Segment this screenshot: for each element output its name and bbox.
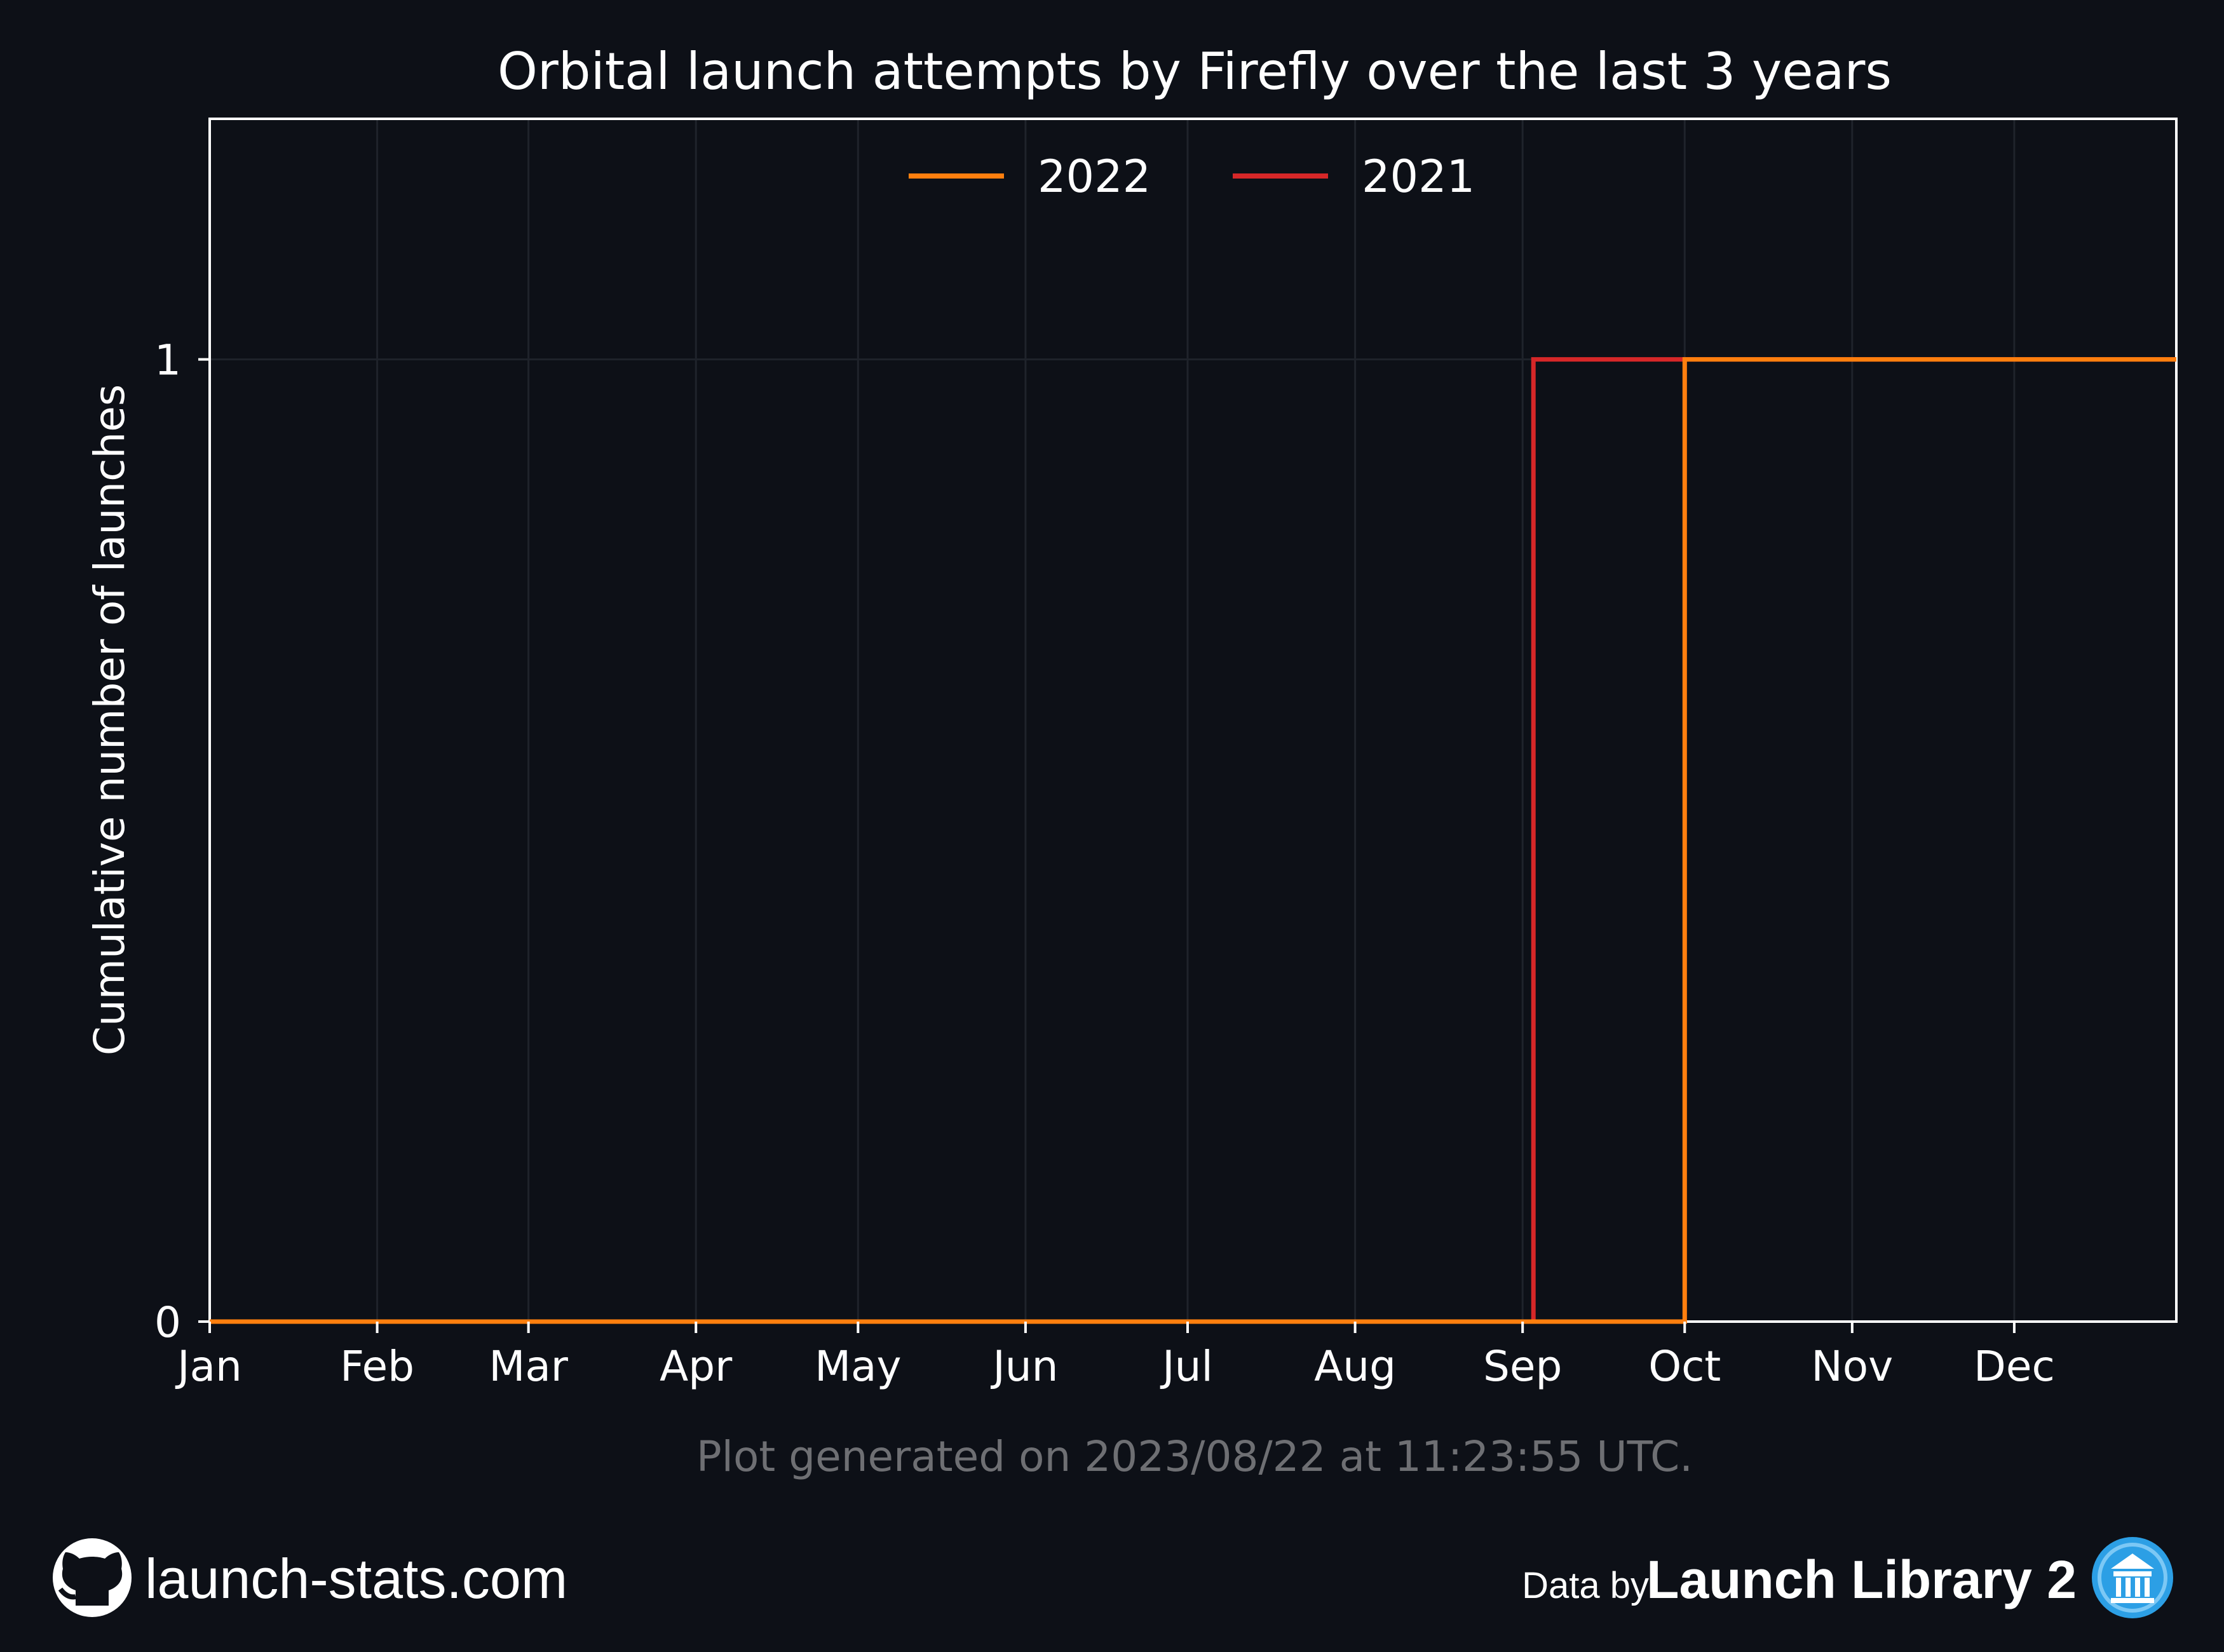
y-axis-label: Cumulative number of launches xyxy=(85,384,134,1055)
legend-label-2021: 2021 xyxy=(1362,151,1475,203)
x-axis: Jan Feb Mar Apr May Jun Jul Aug Sep Oct Nov Dec xyxy=(175,1322,2055,1391)
chart-title: Orbital launch attempts by Firefly over … xyxy=(498,42,1892,101)
grid-lines xyxy=(208,119,2176,1323)
github-icon[interactable] xyxy=(53,1538,132,1617)
y-axis: 01 xyxy=(154,336,210,1347)
x-tick-label: Oct xyxy=(1648,1342,1721,1391)
footer-data-by: Data by xyxy=(1522,1565,1649,1606)
footer-site-link[interactable]: launch-stats.com xyxy=(145,1547,567,1610)
y-tick-label: 0 xyxy=(154,1298,181,1347)
x-tick-label: Jun xyxy=(990,1342,1058,1391)
series-line-2021 xyxy=(210,357,2176,1324)
x-tick-label: Apr xyxy=(660,1342,733,1391)
x-tick-label: Sep xyxy=(1483,1342,1562,1391)
series-layer xyxy=(210,357,2176,1324)
footer-launch-library[interactable]: Launch Library 2 xyxy=(1646,1550,2077,1609)
y-tick-label: 1 xyxy=(154,336,181,385)
legend: 2022 2021 xyxy=(909,151,1475,203)
x-tick-label: Mar xyxy=(489,1342,568,1391)
series-line-2022 xyxy=(210,357,2176,1324)
plot-frame xyxy=(208,118,2178,1323)
x-tick-label: Aug xyxy=(1314,1342,1396,1391)
legend-label-2022: 2022 xyxy=(1038,151,1151,203)
x-tick-label: Feb xyxy=(340,1342,414,1391)
x-tick-label: Dec xyxy=(1974,1342,2055,1391)
x-tick-label: Jan xyxy=(175,1342,242,1391)
x-tick-label: Jul xyxy=(1160,1342,1213,1391)
x-tick-label: Nov xyxy=(1811,1342,1893,1391)
plot-generated-note: Plot generated on 2023/08/22 at 11:23:55… xyxy=(696,1432,1693,1481)
launch-library-logo-icon xyxy=(2092,1537,2173,1618)
x-tick-label: May xyxy=(815,1342,901,1391)
